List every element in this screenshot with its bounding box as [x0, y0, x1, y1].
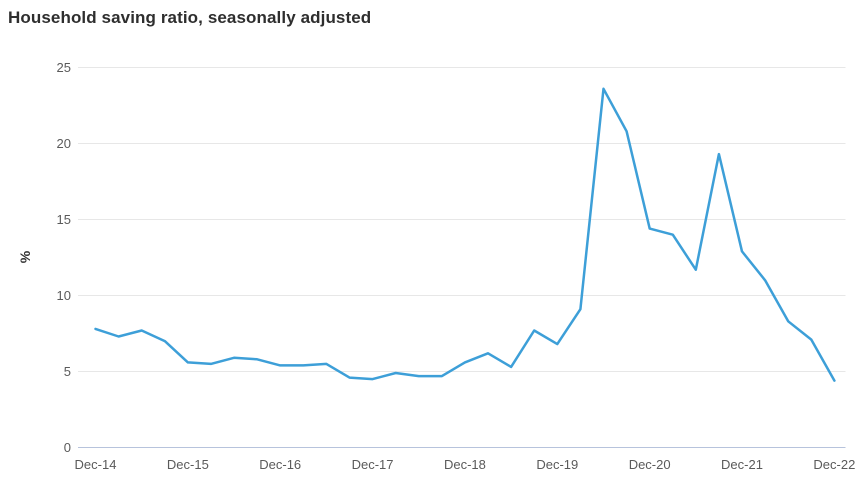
chart-title: Household saving ratio, seasonally adjus…	[8, 8, 372, 27]
y-axis-tick-label: 0	[64, 440, 71, 455]
y-axis-unit-label: %	[17, 250, 33, 263]
x-axis-tick-label: Dec-18	[444, 457, 486, 472]
x-axis-tick-label: Dec-21	[721, 457, 763, 472]
x-axis-tick-label: Dec-19	[536, 457, 578, 472]
gridlines	[78, 67, 846, 448]
y-axis-tick-label: 10	[57, 288, 71, 303]
x-axis-tick-label: Dec-20	[629, 457, 671, 472]
x-axis-tick-label: Dec-14	[75, 457, 117, 472]
x-axis-tick-label: Dec-15	[167, 457, 209, 472]
x-axis-tick-label: Dec-17	[352, 457, 394, 472]
y-axis-tick-label: 20	[57, 136, 71, 151]
series-line	[94, 87, 836, 382]
y-axis-tick-label: 15	[57, 212, 71, 227]
y-axis-tick-label: 25	[57, 60, 71, 75]
x-axis-tick-label: Dec-22	[813, 457, 855, 472]
x-axis-tick-labels: Dec-14 Dec-15 Dec-16 Dec-17 Dec-18 Dec-19 Dec-…	[75, 457, 856, 472]
y-axis-tick-labels: 0 5 10 15 20 25	[57, 60, 71, 455]
y-axis-tick-label: 5	[64, 364, 71, 379]
x-axis-tick-label: Dec-16	[259, 457, 301, 472]
